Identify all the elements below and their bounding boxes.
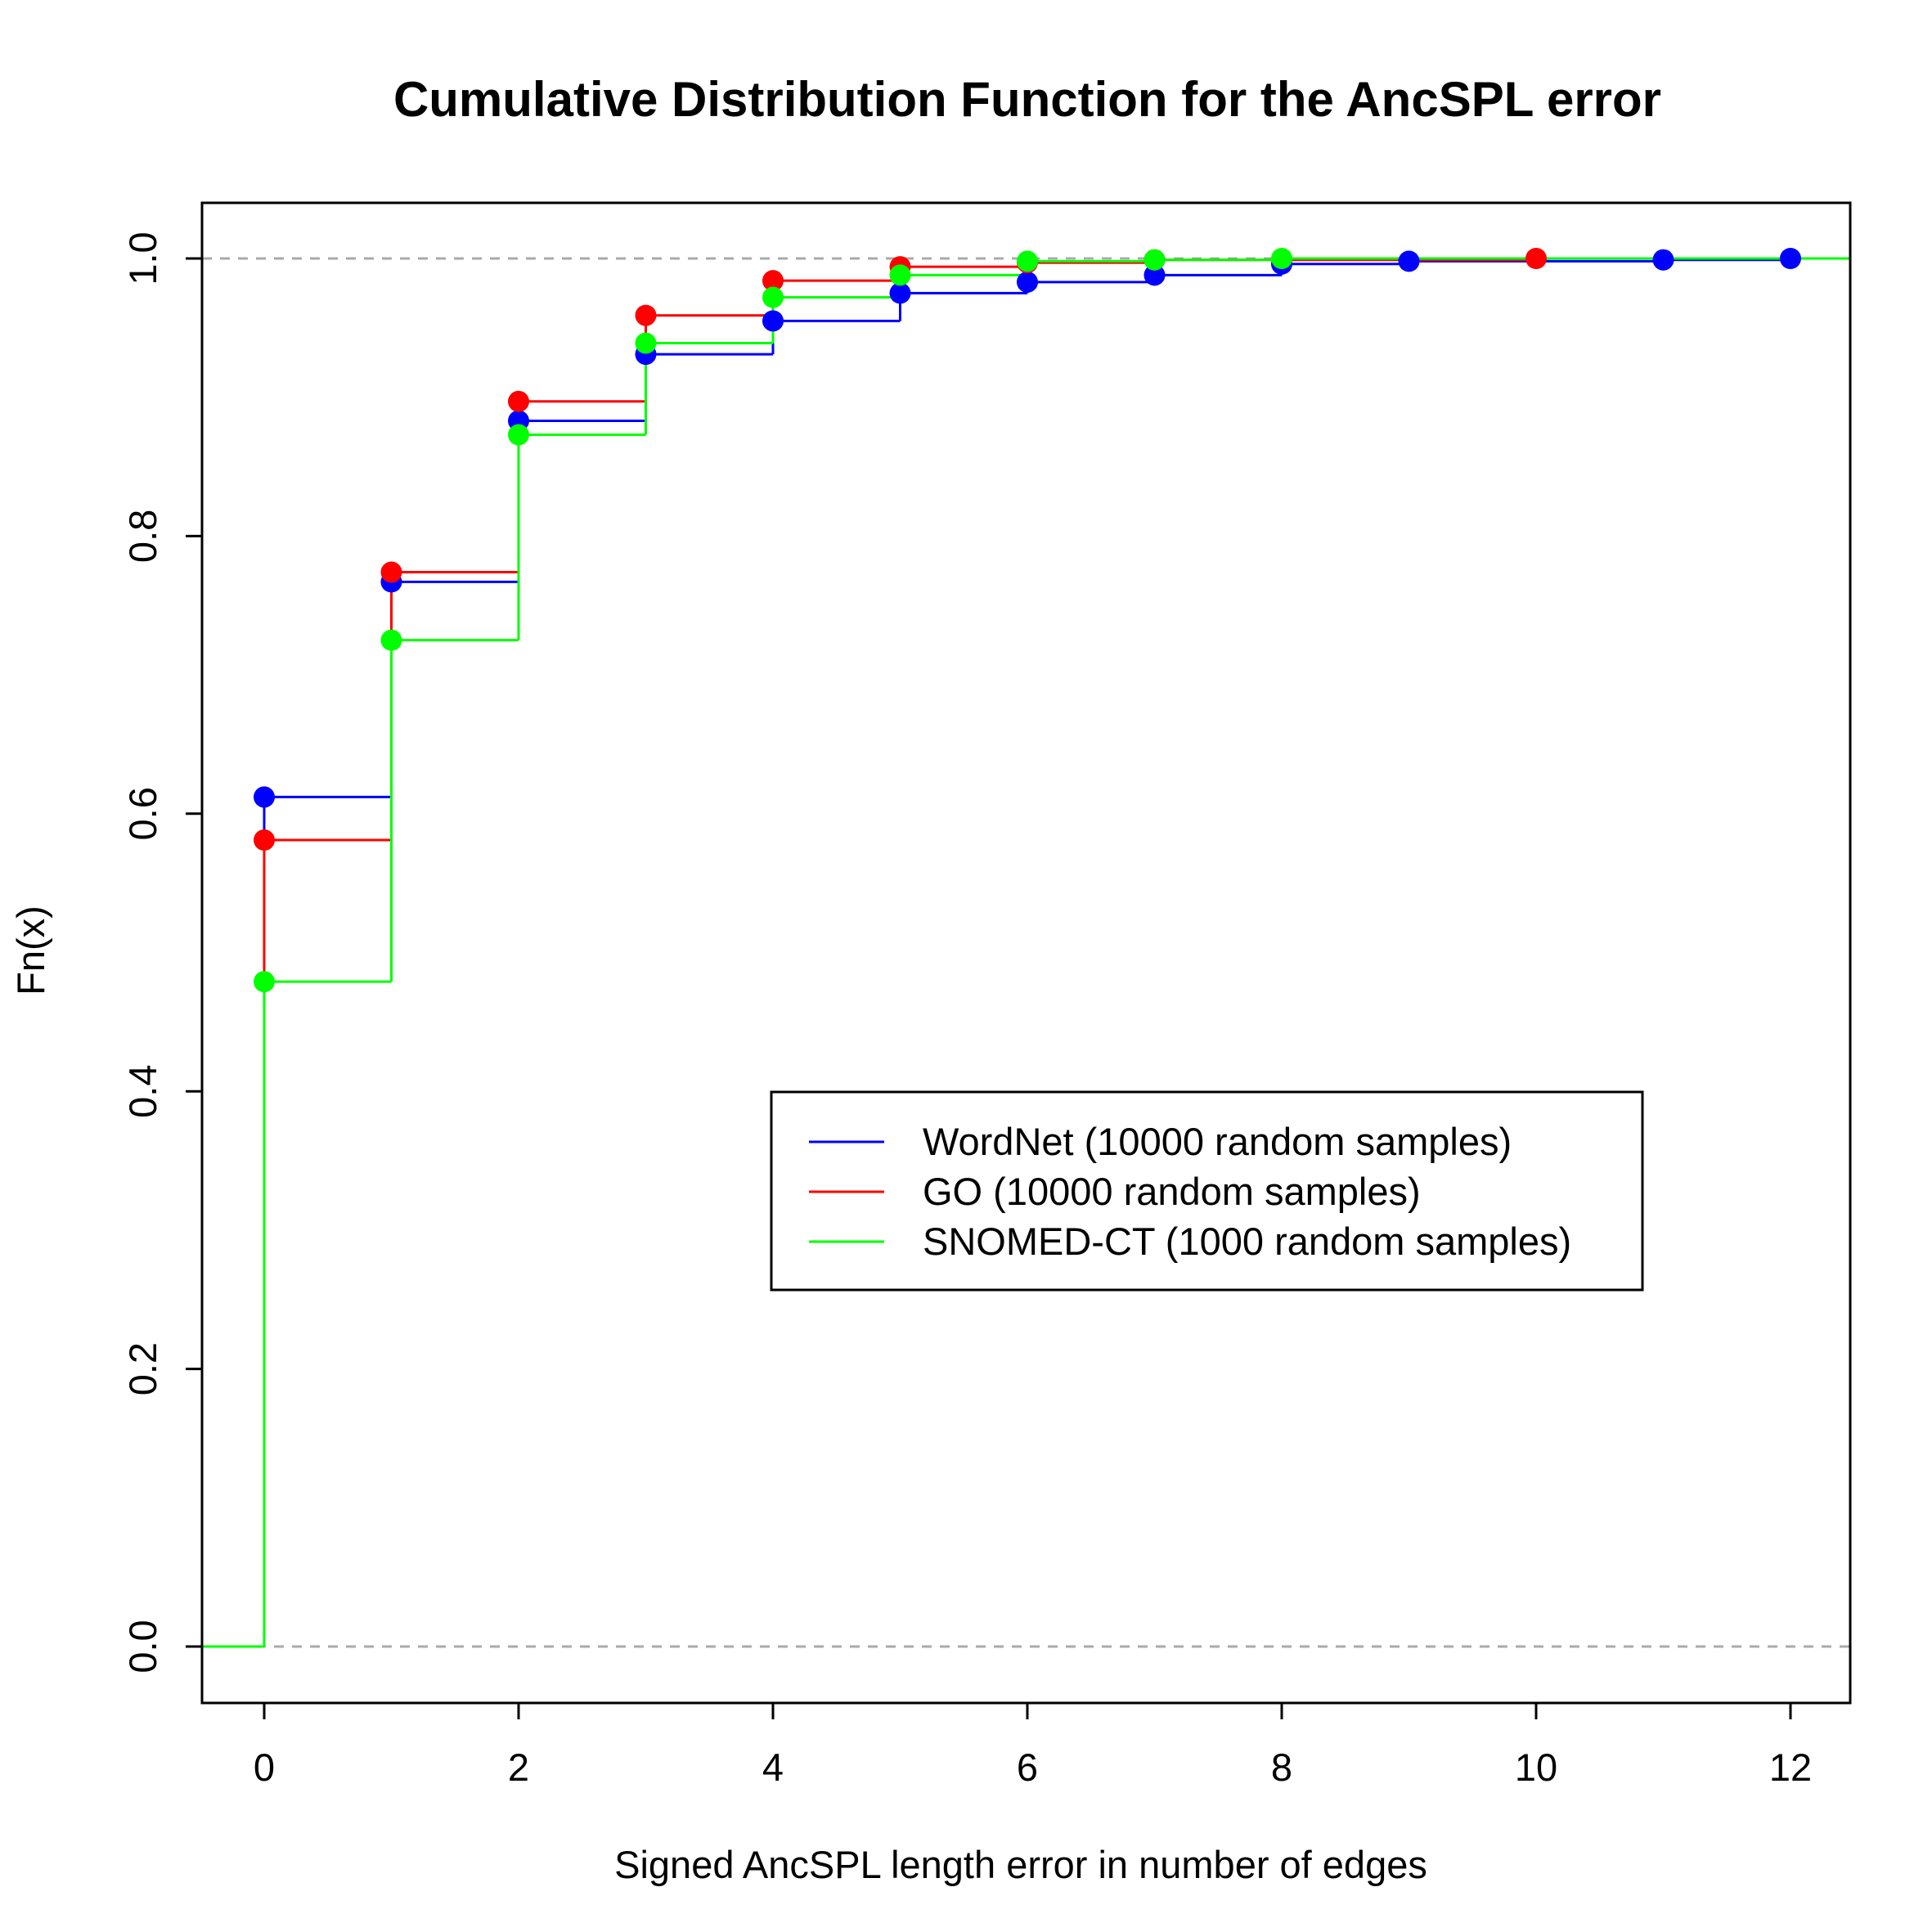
legend-label-1: GO (10000 random samples) [923, 1170, 1421, 1213]
series-0-point-5 [889, 282, 911, 304]
chart-title: Cumulative Distribution Function for the… [393, 72, 1661, 127]
series-2-point-8 [1271, 248, 1292, 269]
x-tick-label-0: 0 [254, 1746, 275, 1789]
series-1-point-8 [1525, 248, 1547, 269]
legend-label-0: WordNet (10000 random samples) [923, 1120, 1512, 1163]
series-1-point-2 [508, 390, 529, 412]
series-1-point-0 [254, 829, 275, 851]
series-0-point-7 [1143, 264, 1166, 286]
axes: 0 2 4 6 8 10 12 0.0 0.2 0.4 0.6 0.8 1.0 [121, 201, 1852, 1789]
series-2-point-2 [508, 424, 529, 446]
x-tick-label-6: 12 [1769, 1746, 1812, 1789]
series-2-point-3 [635, 332, 657, 354]
y-tick-label-5: 1.0 [121, 231, 164, 285]
series-2-point-1 [380, 629, 402, 651]
x-tick-label-1: 2 [508, 1746, 529, 1789]
series-2-point-4 [762, 286, 784, 308]
series-0-point-4 [762, 310, 784, 332]
series-0-point-9 [1398, 250, 1420, 272]
series-2-point-5 [889, 264, 911, 286]
x-tick-label-3: 6 [1017, 1746, 1038, 1789]
x-axis-label: Signed AncSPL length error in number of … [614, 1843, 1427, 1886]
series-1-point-1 [380, 561, 402, 583]
series-0-point-11 [1780, 248, 1801, 269]
series-2-point-7 [1143, 249, 1166, 271]
x-tick-label-5: 10 [1515, 1746, 1557, 1789]
series-2-point-0 [254, 971, 275, 993]
series-0-point-6 [1017, 271, 1038, 293]
x-tick-label-2: 4 [762, 1746, 784, 1789]
series-1-point-3 [635, 304, 657, 326]
y-axis-label: Fn(x) [9, 905, 52, 995]
series-0-point-0 [254, 786, 275, 808]
x-tick-label-4: 8 [1271, 1746, 1292, 1789]
y-tick-label-2: 0.4 [121, 1065, 164, 1118]
y-tick-label-3: 0.6 [121, 787, 164, 840]
series-2-point-6 [1017, 250, 1038, 272]
series-0-point-10 [1652, 249, 1674, 271]
plot-area [202, 248, 1850, 1648]
y-tick-label-0: 0.0 [121, 1620, 164, 1673]
y-tick-label-1: 0.2 [121, 1342, 164, 1395]
legend: WordNet (10000 random samples) GO (10000 … [770, 1090, 1644, 1292]
legend-box [770, 1090, 1644, 1292]
series-1-point-4 [762, 270, 784, 292]
y-tick-label-4: 0.8 [121, 510, 164, 563]
legend-label-2: SNOMED-CT (1000 random samples) [923, 1220, 1571, 1263]
